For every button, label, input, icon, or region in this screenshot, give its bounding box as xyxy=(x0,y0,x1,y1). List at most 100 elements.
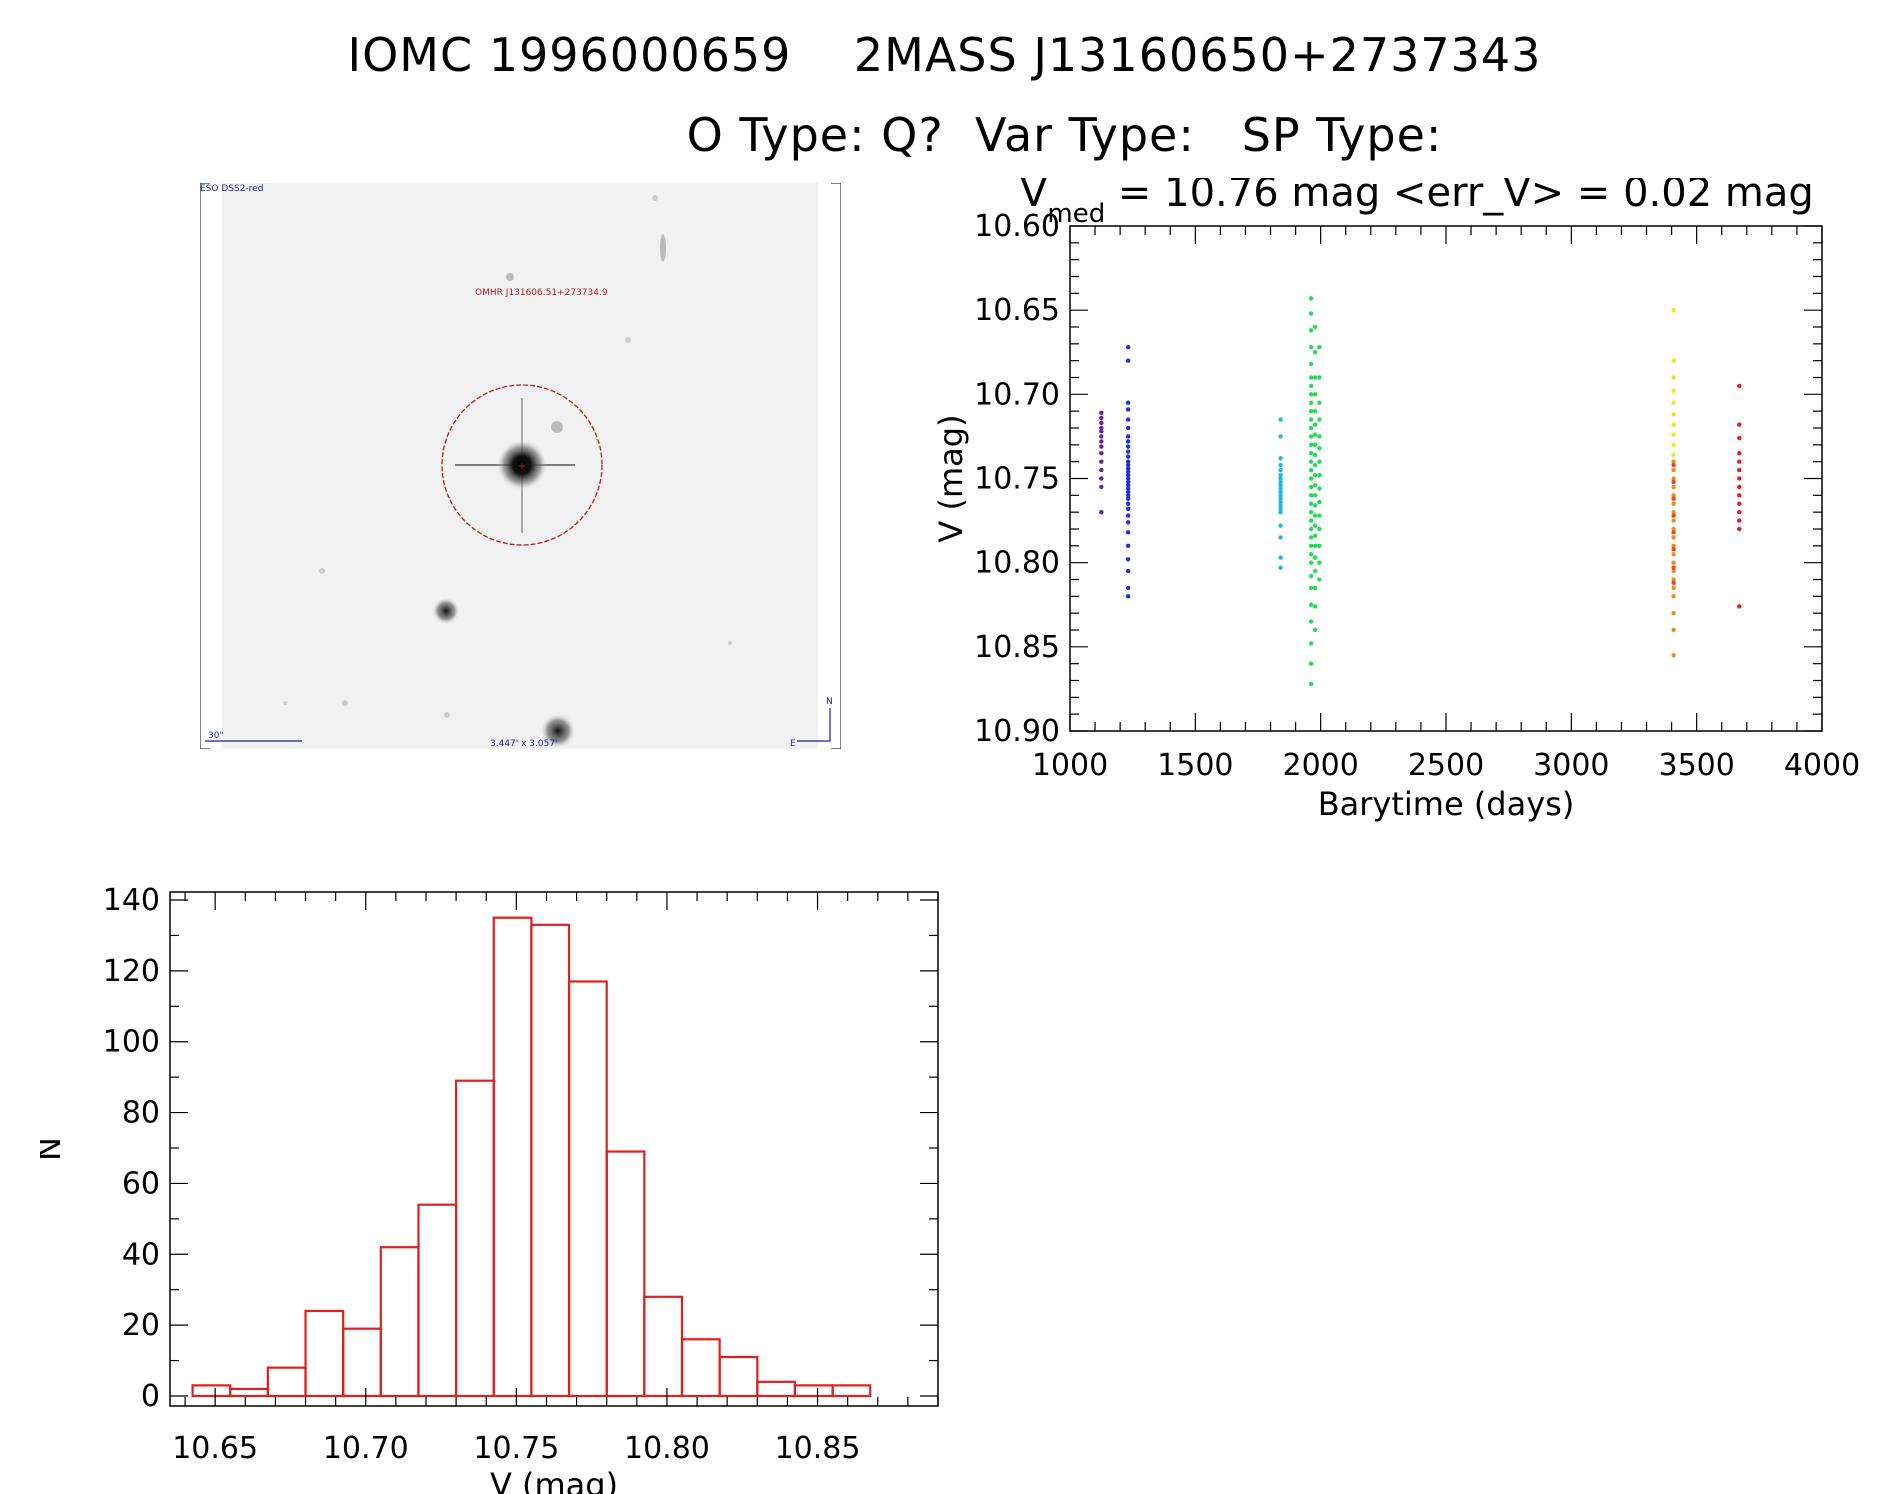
lc-data-point xyxy=(1125,425,1131,431)
lc-x-tick-label: 2500 xyxy=(1408,748,1484,783)
lc-data-point xyxy=(1125,489,1131,495)
lc-data-point xyxy=(1317,486,1322,491)
lc-data-point xyxy=(1308,641,1314,646)
lc-data-point xyxy=(1308,408,1314,414)
hist-y-tick-label: 0 xyxy=(141,1379,160,1414)
lc-data-point xyxy=(1317,459,1322,464)
lc-data-point xyxy=(1317,513,1322,518)
lc-data-point xyxy=(1308,518,1314,523)
lc-data-point xyxy=(1737,518,1742,523)
lc-x-tick-label: 3000 xyxy=(1533,748,1609,783)
lc-data-point xyxy=(1125,345,1131,350)
lc-data-point xyxy=(1125,557,1131,562)
lc-data-point xyxy=(1312,568,1318,574)
lc-data-point xyxy=(1737,451,1742,456)
lc-data-point xyxy=(1312,408,1318,414)
lc-data-point xyxy=(1737,476,1742,481)
lc-data-point xyxy=(1308,375,1314,380)
lc-data-point xyxy=(1125,585,1131,591)
survey-label: ESO DSS2-red xyxy=(200,184,263,194)
light-curve-chart: Vmed = 10.76 mag <err_V> = 0.02 mag 1000… xyxy=(932,178,1860,823)
lc-data-point xyxy=(1308,501,1314,506)
finder-chart-image: + ESO DSS2-red OMHR J131606.51+273734.9 … xyxy=(200,183,841,749)
scale-label: 30" xyxy=(208,731,224,741)
lc-data-point xyxy=(1278,476,1283,481)
hist-x-tick-label: 10.70 xyxy=(323,1431,409,1466)
hist-x-axis-label: V (mag) xyxy=(490,1466,618,1494)
lc-data-point xyxy=(1099,476,1104,481)
lc-data-point xyxy=(1317,472,1322,478)
lc-data-point xyxy=(1278,503,1283,508)
lc-data-point xyxy=(1308,345,1314,350)
lc-data-point xyxy=(1099,459,1104,464)
lc-data-point xyxy=(1737,459,1742,464)
lc-data-point xyxy=(1312,493,1318,498)
lc-data-point xyxy=(1125,486,1131,491)
lc-data-point xyxy=(1671,388,1676,394)
hist-bar xyxy=(417,1203,458,1398)
lc-data-point xyxy=(1312,627,1318,633)
lc-data-point xyxy=(1312,462,1318,468)
lc-data-point xyxy=(1125,462,1131,468)
hist-bar xyxy=(756,1380,797,1398)
lc-data-point xyxy=(1125,417,1131,422)
lc-data-point xyxy=(1125,439,1131,444)
lc-title-rest: = 10.76 mag <err_V> = 0.02 mag xyxy=(1105,178,1814,216)
lc-data-point xyxy=(1308,434,1314,439)
lc-data-point xyxy=(1671,375,1676,380)
lc-data-point xyxy=(1737,383,1742,389)
lc-data-point xyxy=(1308,417,1314,422)
lc-data-point xyxy=(1671,580,1676,586)
lc-data-point xyxy=(1278,479,1283,485)
chart-title: IOMC 1996000659 2MASS J13160650+2737343 xyxy=(347,28,1542,82)
lc-data-point xyxy=(1312,452,1318,458)
lc-data-point xyxy=(1125,520,1131,525)
compass-arrow xyxy=(797,708,831,742)
lc-data-point xyxy=(1125,459,1131,464)
lc-data-point xyxy=(1308,328,1314,333)
lc-data-point xyxy=(1317,446,1322,451)
lc-data-point xyxy=(1278,483,1283,488)
lc-data-point xyxy=(1671,307,1676,313)
hist-y-tick-label: 20 xyxy=(122,1308,160,1343)
lc-x-tick-label: 2000 xyxy=(1282,748,1358,783)
hist-bar xyxy=(680,1338,721,1398)
lc-y-tick-label: 10.85 xyxy=(974,630,1060,665)
lc-title-prefix: V xyxy=(1020,178,1048,216)
lc-data-point xyxy=(1671,462,1676,468)
lc-data-point xyxy=(1312,503,1318,508)
lc-data-point xyxy=(1125,506,1131,511)
lc-data-point xyxy=(1317,526,1322,532)
lc-data-point xyxy=(1671,565,1676,570)
lc-data-point xyxy=(1671,412,1676,417)
lc-data-point xyxy=(1278,472,1283,478)
lc-data-point xyxy=(1308,619,1314,624)
hist-bar xyxy=(643,1295,684,1398)
lc-data-point xyxy=(1125,513,1131,518)
lc-data-point xyxy=(1312,523,1318,528)
hist-y-axis-label: N xyxy=(40,1137,68,1161)
lc-data-point xyxy=(1308,400,1314,405)
lc-data-point xyxy=(1312,432,1318,437)
hist-bar xyxy=(379,1246,420,1398)
lc-data-point xyxy=(1671,653,1676,658)
lc-data-point xyxy=(1125,444,1131,449)
lc-data-point xyxy=(1278,496,1283,501)
lc-data-point xyxy=(1737,604,1742,609)
lc-data-point xyxy=(1125,496,1131,501)
lc-data-point xyxy=(1308,585,1314,591)
lc-data-point xyxy=(1671,501,1676,506)
lc-data-point xyxy=(1312,555,1318,560)
lc-data-point xyxy=(1278,434,1283,439)
lc-data-point xyxy=(1308,442,1314,448)
lc-data-point xyxy=(1308,467,1314,473)
lc-data-point xyxy=(1099,439,1104,444)
lc-data-point xyxy=(1278,565,1283,570)
lc-data-point xyxy=(1308,535,1314,540)
lc-data-point xyxy=(1317,345,1322,350)
lc-data-point xyxy=(1308,459,1314,464)
hist-y-tick-label: 80 xyxy=(122,1096,160,1131)
lc-data-point xyxy=(1317,560,1322,565)
hist-bar xyxy=(567,980,608,1398)
lc-data-point xyxy=(1278,506,1283,511)
